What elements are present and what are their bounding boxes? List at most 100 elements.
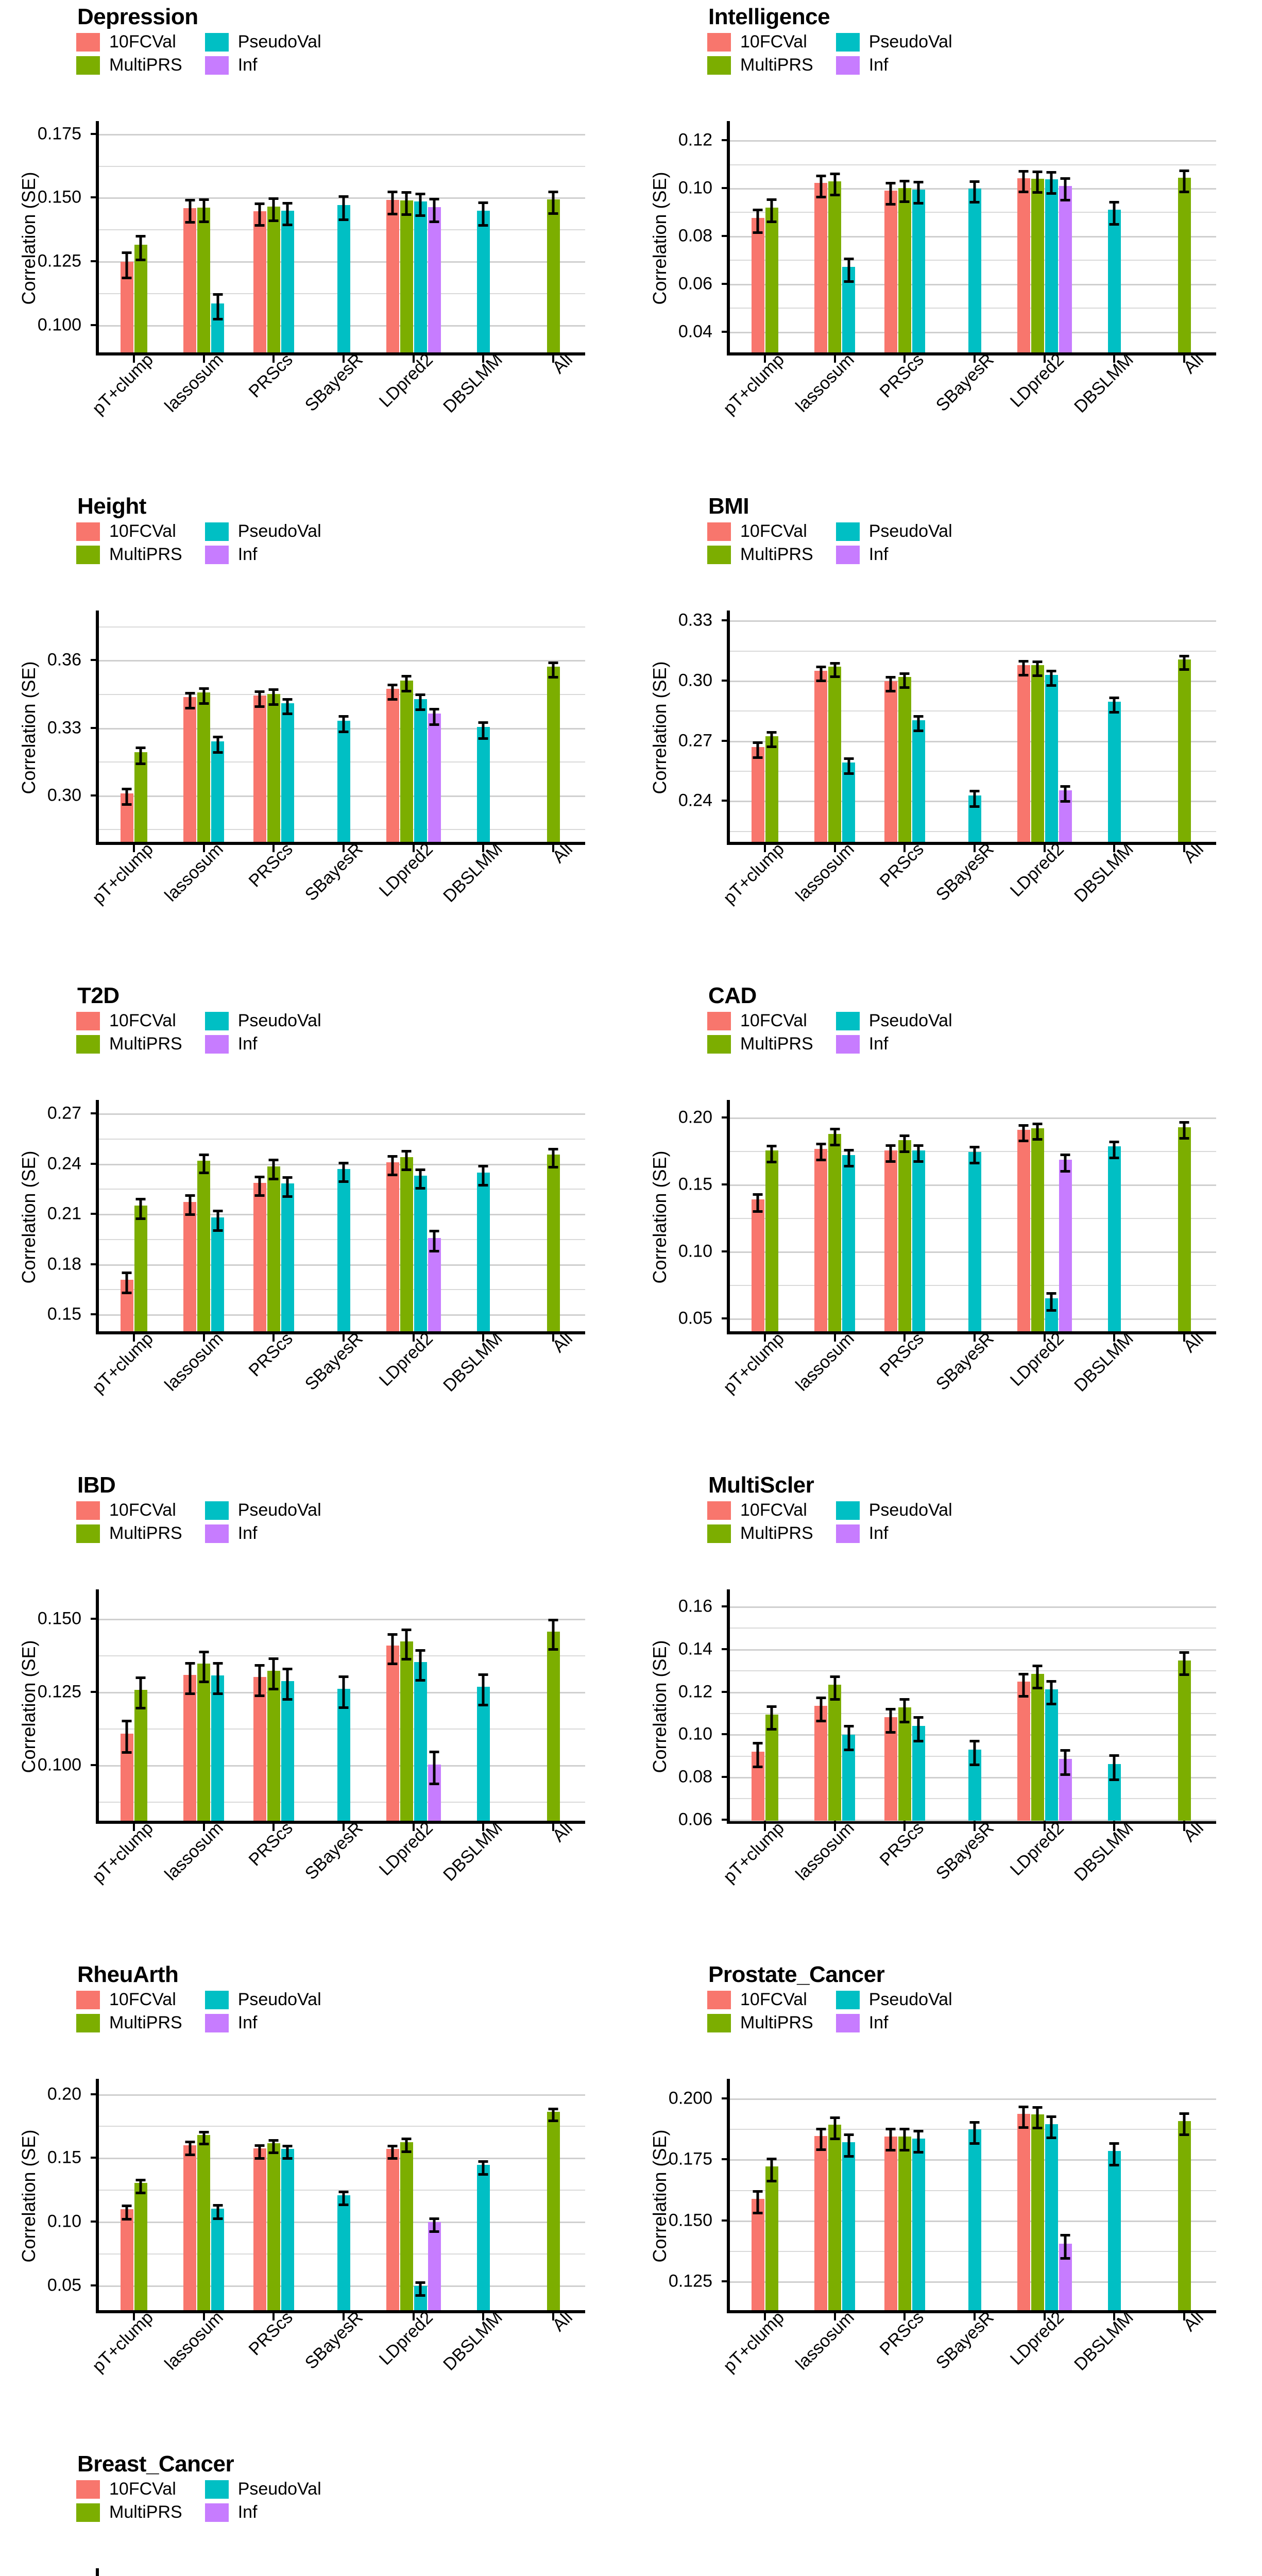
bar <box>267 1166 280 1331</box>
x-tick-mark <box>482 842 485 852</box>
error-bar <box>552 2108 555 2121</box>
error-bar-cap <box>1018 191 1029 194</box>
y-axis-title-wrap: Correlation (SE) <box>649 1100 671 1334</box>
legend-label-inf: Inf <box>868 1523 889 1543</box>
error-bar-cap <box>913 202 924 205</box>
error-bar-cap <box>387 2145 398 2148</box>
error-bar-cap <box>282 698 293 701</box>
error-bar <box>189 1195 192 1215</box>
error-bar-cap <box>1046 1702 1056 1705</box>
y-tick-mark <box>722 1183 730 1185</box>
error-bar-cap <box>1032 674 1043 677</box>
minor-gridline <box>730 1670 1216 1672</box>
error-bar <box>756 2191 759 2213</box>
error-bar <box>1022 171 1025 192</box>
x-tick-mark <box>974 1821 976 1831</box>
bar <box>842 1155 856 1331</box>
y-axis-title: Correlation (SE) <box>18 661 39 794</box>
bar <box>884 681 897 842</box>
error-bar <box>433 1752 436 1784</box>
x-tick-label: lassosum <box>161 1329 227 1395</box>
y-tick-mark <box>91 1112 99 1114</box>
legend-swatch-tenfcval <box>76 1501 100 1520</box>
bar <box>400 680 413 842</box>
error-bar <box>286 202 289 225</box>
x-tick-label: DBSLMM <box>439 1329 507 1396</box>
x-tick-mark <box>552 352 555 363</box>
bar <box>1045 1689 1058 1821</box>
error-bar-cap <box>135 1217 146 1221</box>
legend-label-inf: Inf <box>868 2013 889 2032</box>
y-tick-label: 0.125 <box>37 251 81 271</box>
bar <box>1107 701 1121 842</box>
bar <box>1045 179 1058 352</box>
error-bar <box>552 1148 555 1167</box>
x-tick-label: SBayesR <box>301 2308 367 2374</box>
x-tick-mark <box>763 842 766 852</box>
error-bar-cap <box>899 1150 910 1153</box>
error-bar-cap <box>213 2217 223 2220</box>
error-bar-cap <box>899 686 910 689</box>
y-tick-mark <box>91 2284 99 2286</box>
x-tick-mark <box>903 1821 906 1831</box>
x-tick-label: lassosum <box>792 350 858 416</box>
y-tick-mark <box>91 2093 99 2095</box>
error-bar-cap <box>415 693 425 697</box>
x-tick-mark <box>903 1331 906 1342</box>
error-bar <box>405 192 408 214</box>
error-bar-cap <box>338 1706 349 1709</box>
legend-label-inf: Inf <box>237 1523 258 1543</box>
legend-swatch-tenfcval <box>76 522 100 541</box>
major-gridline <box>99 2158 585 2160</box>
error-bar-cap <box>844 1725 854 1728</box>
error-bar-cap <box>1179 668 1189 671</box>
error-bar-cap <box>753 231 763 234</box>
error-bar-cap <box>213 1692 223 1696</box>
x-tick-mark <box>1113 1821 1116 1831</box>
error-bar <box>770 199 773 222</box>
error-bar <box>216 1211 219 1230</box>
error-bar-cap <box>268 219 279 222</box>
x-tick-label: LDpred2 <box>375 1329 437 1391</box>
x-tick-label: DBSLMM <box>1070 1818 1138 1885</box>
error-bar <box>833 1676 837 1699</box>
legend-swatch-tenfcval <box>76 2480 100 2499</box>
error-bar-cap <box>254 1694 265 1697</box>
error-bar-cap <box>122 803 132 806</box>
error-bar-cap <box>185 1213 195 1216</box>
bar <box>1178 1660 1191 1821</box>
legend-swatch-multiprs <box>76 1035 100 1054</box>
error-bar-cap <box>1046 192 1056 195</box>
x-tick-mark <box>1043 1821 1046 1831</box>
error-bar-cap <box>753 756 763 759</box>
panel-title: RheuArth <box>77 1962 179 1987</box>
panel-title: Depression <box>77 4 198 29</box>
error-bar-cap <box>254 224 265 227</box>
bar <box>197 2134 211 2310</box>
error-bar <box>903 2129 906 2150</box>
bar <box>183 2145 197 2310</box>
error-bar <box>847 758 850 774</box>
error-bar-cap <box>1109 200 1119 204</box>
error-bar <box>258 2145 261 2158</box>
legend-label-pseudoval: PseudoVal <box>237 521 321 541</box>
plot-area: 0.100 0.125 0.150 pT+clump lassosum PRScs SBay… <box>38 1589 585 1887</box>
y-tick-mark <box>722 187 730 189</box>
x-tick-mark <box>552 2310 555 2320</box>
legend: 10FCVal PseudoVal MultiPRS Inf <box>707 1011 966 1054</box>
panel-title: Breast_Cancer <box>77 2451 234 2477</box>
bar <box>197 1160 211 1331</box>
legend-swatch-multiprs <box>76 545 100 564</box>
error-bar-cap <box>844 1748 854 1751</box>
y-axis-title: Correlation (SE) <box>649 1150 670 1284</box>
x-tick-label: DBSLMM <box>439 350 507 417</box>
error-bar-cap <box>1060 1773 1070 1776</box>
error-bar-cap <box>1060 1749 1070 1752</box>
legend-label-multiprs: MultiPRS <box>109 1523 182 1543</box>
x-tick-label: PRScs <box>245 350 297 402</box>
error-bar <box>1050 2116 1053 2138</box>
error-bar-cap <box>885 1731 896 1734</box>
error-bar-cap <box>185 1194 195 1197</box>
error-bar <box>342 716 345 732</box>
bar <box>267 2143 280 2310</box>
